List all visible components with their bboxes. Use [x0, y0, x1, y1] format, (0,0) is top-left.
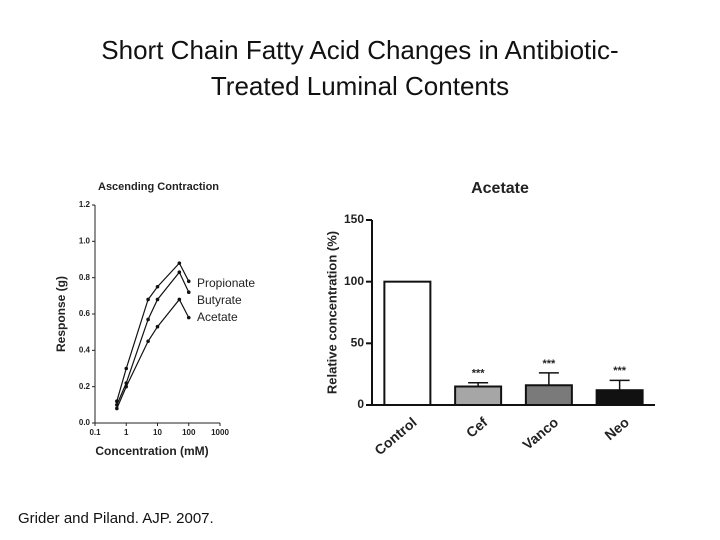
y-tick-label: 50 [351, 336, 365, 350]
data-point [146, 297, 150, 302]
y-tick-label: 0 [357, 397, 364, 411]
y-tick-label: 0.8 [79, 273, 91, 282]
data-point [146, 317, 150, 322]
data-point [186, 290, 191, 295]
slide-title: Short Chain Fatty Acid Changes in Antibi… [101, 35, 619, 101]
y-tick-label: 150 [344, 212, 364, 226]
data-point [186, 279, 191, 284]
x-tick-label: 10 [153, 428, 162, 437]
chart-title: Acetate [471, 180, 529, 197]
x-tick-label: 100 [182, 428, 196, 437]
bar [524, 384, 573, 406]
x-tick-label: Neo [601, 414, 632, 443]
y-tick-label: 0.0 [79, 418, 91, 427]
x-tick-label: 0.1 [89, 428, 101, 437]
data-point [115, 406, 119, 411]
series-line [116, 298, 190, 409]
legend-label: Acetate [197, 310, 238, 324]
y-tick-label: 100 [344, 274, 364, 288]
bar [383, 280, 432, 406]
data-point [155, 297, 160, 302]
data-point [155, 284, 160, 289]
y-tick-label: 0.2 [79, 382, 91, 391]
data-point [146, 339, 150, 344]
data-point [155, 324, 160, 329]
chart-title: Ascending Contraction [98, 181, 219, 193]
legend-label: Propionate [197, 276, 255, 290]
y-tick-label: 0.6 [79, 309, 91, 318]
y-axis-label: Relative concentration (%) [324, 231, 339, 394]
bar [595, 389, 644, 407]
citation: Grider and Piland. AJP. 2007. [18, 510, 214, 527]
x-axis-label: Concentration (mM) [95, 444, 208, 458]
x-tick-label: Control [371, 414, 419, 458]
series-line [116, 262, 190, 402]
significance-label: *** [613, 365, 627, 377]
x-tick-label: Cef [463, 414, 491, 441]
x-tick-label: 1000 [211, 428, 229, 437]
data-point [177, 261, 182, 265]
data-point [186, 315, 191, 320]
legend-label: Butyrate [197, 293, 242, 307]
data-point [177, 270, 182, 275]
y-tick-label: 1.0 [79, 236, 91, 245]
y-axis-label: Response (g) [54, 276, 68, 352]
significance-label: *** [542, 358, 556, 370]
data-point [124, 366, 129, 371]
significance-label: *** [472, 368, 486, 380]
data-point [124, 384, 129, 389]
x-tick-label: 1 [124, 428, 129, 437]
bar [454, 385, 503, 406]
y-tick-label: 0.4 [79, 345, 91, 354]
y-tick-label: 1.2 [79, 200, 91, 209]
x-tick-label: Vanco [519, 414, 561, 453]
data-point [177, 297, 182, 302]
